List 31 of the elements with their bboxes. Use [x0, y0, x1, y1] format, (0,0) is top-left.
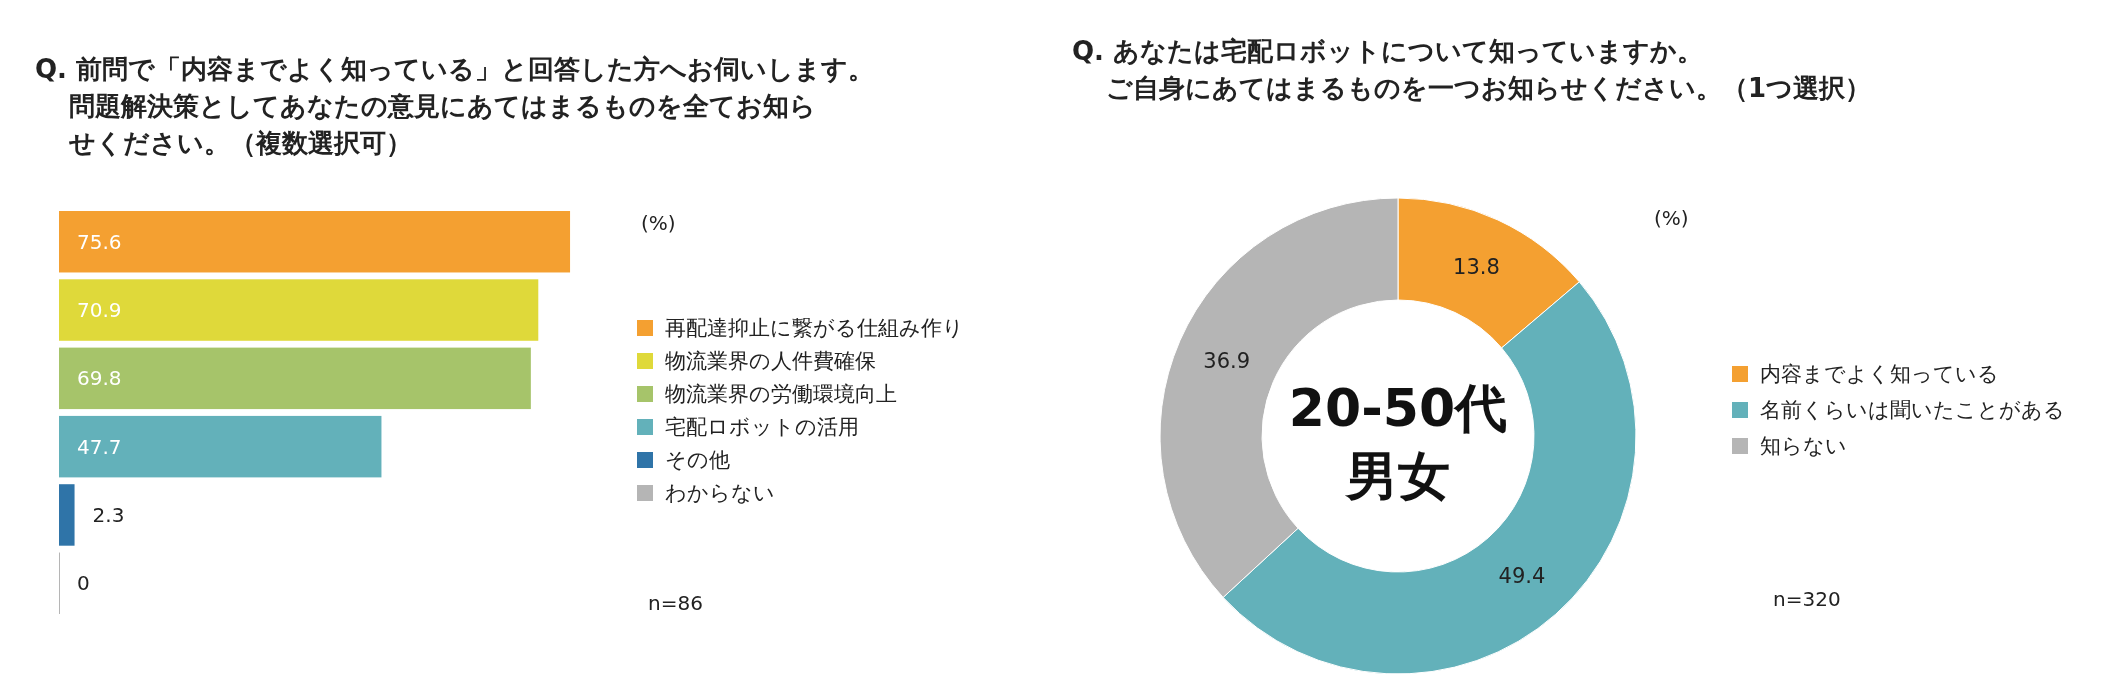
text: (%) — [641, 211, 676, 235]
text: n=320 — [1773, 587, 1841, 611]
text: n=86 — [648, 591, 703, 615]
bar — [59, 347, 531, 410]
legend-label: その他 — [665, 448, 730, 473]
data-label: 47.7 — [77, 434, 122, 459]
legend-label: 宅配ロボットの活用 — [665, 415, 859, 440]
legend-label: 物流業界の人件費確保 — [665, 349, 876, 374]
bar — [59, 279, 539, 341]
legend-label: 再配達抑止に繋がる仕組み作り — [665, 316, 964, 341]
data-label: 75.6 — [77, 229, 122, 254]
data-label: 2.3 — [92, 502, 125, 527]
chart-title: Q. 前問で「内容までよく知っている」と回答した方へお伺いします。問題解決策としてあなたの意見にあてはまるものを全てお知らせください。（複数選択可） — [35, 54, 875, 158]
text: 20-50代 — [1288, 378, 1508, 438]
data-label: 13.8 — [1453, 254, 1500, 279]
legend-label: 名前くらいは聞いたことがある — [1760, 398, 2065, 423]
legend-label: わからない — [665, 481, 775, 506]
text: (%) — [1654, 206, 1689, 230]
data-label: 0 — [77, 571, 90, 596]
legend-label: 物流業界の労働環境向上 — [665, 382, 897, 407]
legend-label: 知らない — [1760, 434, 1847, 459]
legend-label: 内容までよく知っている — [1760, 362, 1999, 387]
text: 男女 — [1344, 446, 1450, 506]
data-label: 49.4 — [1498, 564, 1546, 589]
data-label: 69.8 — [77, 366, 122, 391]
bar — [59, 415, 382, 478]
data-label: 70.9 — [77, 298, 122, 323]
bar — [59, 211, 571, 273]
bar — [59, 484, 75, 546]
chart-title: Q. あなたは宅配ロボットについて知っていますか。ご自身にあてはまるものを一つお知らせください。（1つ選択） — [1072, 36, 1872, 103]
data-label: 36.9 — [1203, 349, 1251, 374]
